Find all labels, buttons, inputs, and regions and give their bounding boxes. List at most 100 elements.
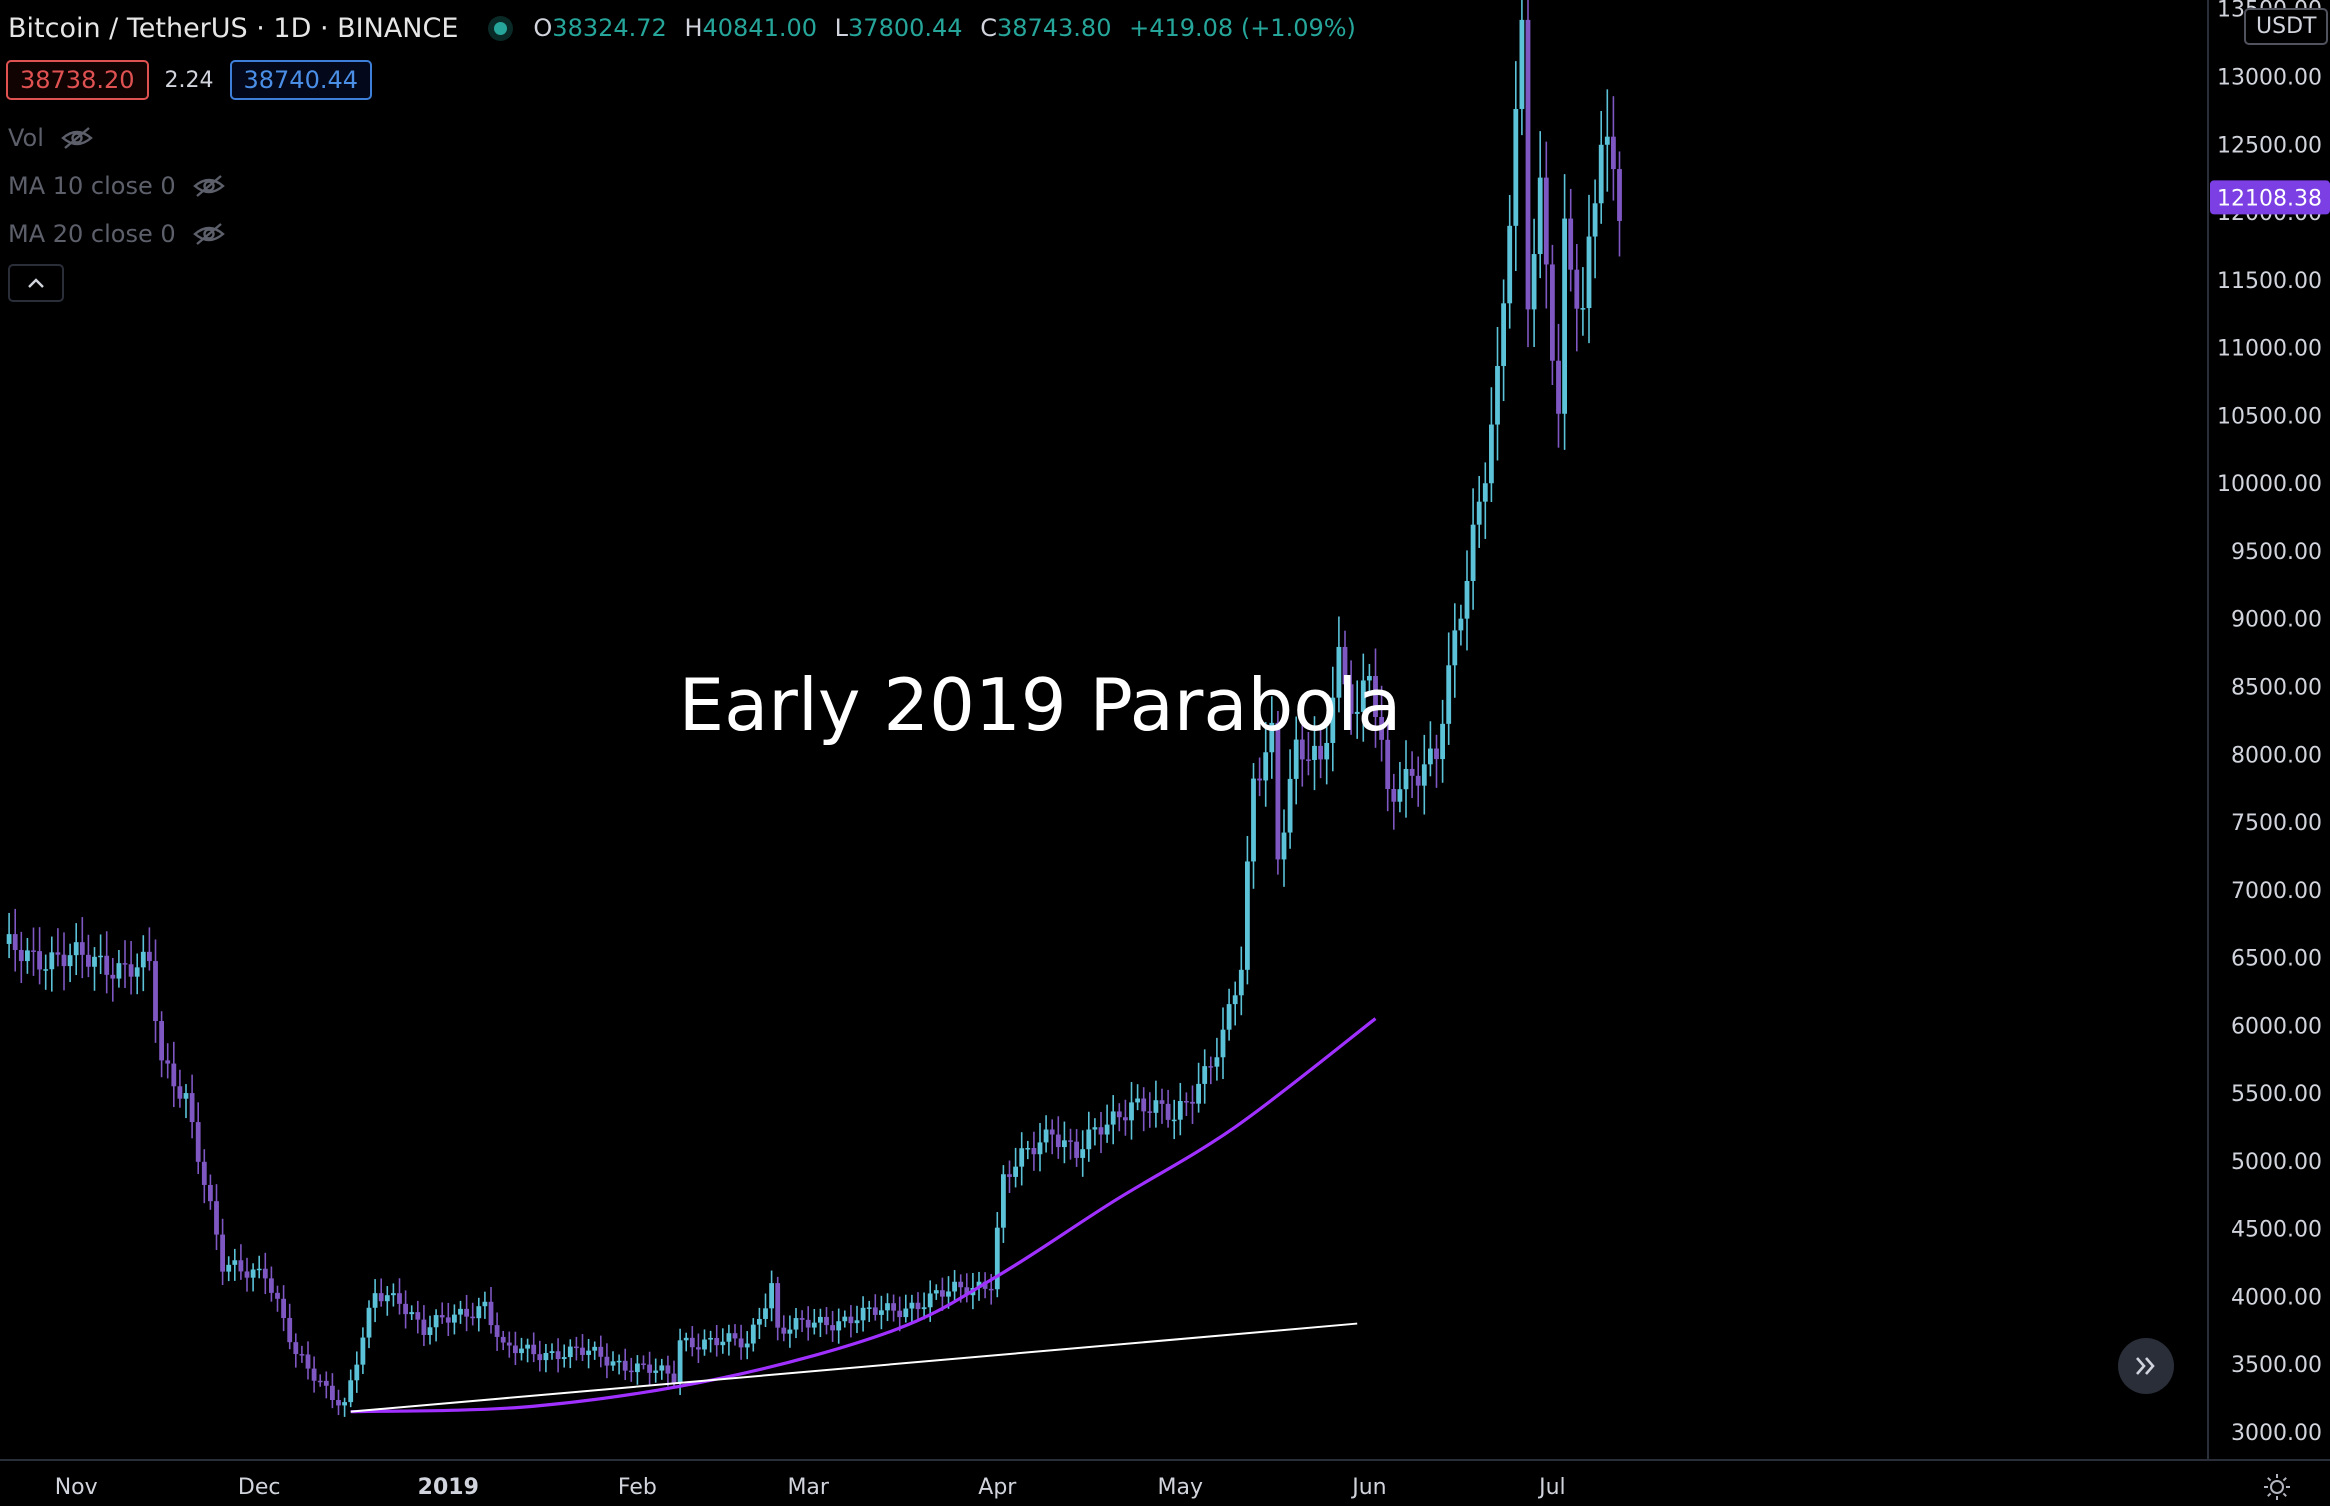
- candle-body: [214, 1201, 219, 1235]
- open-key: O: [533, 14, 553, 42]
- candle-body: [793, 1318, 799, 1330]
- candle-body: [208, 1184, 213, 1202]
- candle-body: [1598, 144, 1604, 204]
- price-tick-label: 6500.00: [2231, 947, 2322, 972]
- candle-body: [769, 1283, 774, 1309]
- candle-body: [1208, 1066, 1214, 1068]
- candle-body: [1434, 748, 1439, 760]
- candle-body: [305, 1354, 311, 1369]
- candle-body: [1312, 745, 1317, 760]
- candle-body: [1501, 303, 1506, 367]
- candle-body: [336, 1400, 341, 1406]
- eye-hidden-icon[interactable]: [60, 126, 94, 150]
- candle-body: [1123, 1117, 1128, 1121]
- candle-body: [1379, 716, 1384, 740]
- candle-body: [1354, 711, 1360, 714]
- candle-body: [281, 1298, 286, 1318]
- price-axis: 3000.00 3500.00 4000.00 4500.00 5000.00 5500.…: [2217, 0, 2322, 1446]
- support-trendline[interactable]: [350, 1322, 1358, 1413]
- candle-body: [635, 1363, 640, 1373]
- candle-body: [799, 1318, 805, 1320]
- candle-body: [37, 951, 42, 970]
- candle-body: [323, 1380, 329, 1386]
- price-tick-label: 7500.00: [2231, 811, 2322, 836]
- last-price-tag-box: [2210, 180, 2330, 215]
- candle-body: [1574, 269, 1580, 309]
- candle-body: [110, 974, 116, 979]
- candle-body: [250, 1269, 256, 1278]
- candle-body: [1275, 722, 1281, 860]
- candle-body: [927, 1293, 933, 1308]
- indicator-vol[interactable]: Vol: [8, 120, 94, 156]
- candle-body: [31, 950, 36, 952]
- candle-body: [1092, 1127, 1098, 1130]
- candle-body: [818, 1316, 823, 1323]
- candle-body: [433, 1315, 439, 1328]
- candle-body: [1165, 1103, 1171, 1120]
- candle-body: [1001, 1174, 1006, 1228]
- candle-body: [244, 1271, 250, 1278]
- candle-body: [360, 1337, 366, 1365]
- candle-body: [988, 1288, 994, 1291]
- candle-body: [439, 1315, 445, 1318]
- candle-body: [1238, 969, 1244, 996]
- candle-body: [1336, 646, 1342, 698]
- settings-icon[interactable]: [2262, 1472, 2292, 1502]
- change-value: +419.08 (+1.09%): [1129, 14, 1356, 42]
- indicator-ma10[interactable]: MA 10 close 0: [8, 168, 226, 204]
- candle-body: [61, 954, 67, 967]
- candle-body: [952, 1281, 957, 1292]
- candle-body: [98, 955, 103, 958]
- chart-annotation-text[interactable]: Early 2019 Parabola: [679, 663, 1402, 747]
- candle-body: [330, 1385, 335, 1401]
- symbol-title[interactable]: Bitcoin / TetherUS · 1D · BINANCE: [8, 12, 459, 44]
- candle-body: [702, 1339, 707, 1350]
- symbol-legend[interactable]: Bitcoin / TetherUS · 1D · BINANCE O38324…: [8, 8, 1356, 48]
- buy-price-button[interactable]: 38740.44: [229, 60, 373, 100]
- eye-hidden-icon[interactable]: [192, 174, 226, 198]
- currency-badge[interactable]: USDT: [2244, 8, 2329, 45]
- candle-body: [1116, 1111, 1122, 1118]
- sell-price-button[interactable]: 38738.20: [6, 60, 149, 100]
- bid-ask-row: 38738.20 2.24 38740.44: [6, 60, 373, 100]
- candle-body: [1556, 360, 1561, 414]
- candle-body: [555, 1351, 561, 1360]
- collapse-legend-button[interactable]: [8, 264, 64, 302]
- indicator-ma20[interactable]: MA 20 close 0: [8, 216, 226, 252]
- candle-body: [262, 1268, 268, 1279]
- candle-body: [1507, 225, 1513, 304]
- candle-body: [1025, 1148, 1031, 1150]
- candle-body: [122, 963, 128, 965]
- price-tick-label: 7000.00: [2231, 879, 2322, 904]
- candle-body: [1568, 218, 1574, 270]
- candle-body: [1080, 1149, 1086, 1158]
- price-tick-label: 9000.00: [2231, 608, 2322, 633]
- high-value: 40841.00: [702, 14, 818, 42]
- candle-body: [159, 1021, 164, 1061]
- candle-body: [1373, 676, 1378, 717]
- candle-body: [1141, 1098, 1147, 1112]
- open-value: 38324.72: [552, 14, 667, 42]
- eye-hidden-icon[interactable]: [192, 222, 226, 246]
- price-tick-label: 6000.00: [2231, 1014, 2322, 1039]
- candle-body: [73, 942, 79, 956]
- candle-body: [287, 1317, 293, 1343]
- candle-body: [1604, 136, 1610, 145]
- candle-body: [671, 1373, 677, 1383]
- scroll-to-realtime-button[interactable]: [2118, 1338, 2174, 1394]
- candle-body: [488, 1301, 494, 1326]
- candle-body: [1043, 1129, 1049, 1143]
- candle-body: [293, 1342, 299, 1355]
- price-tick-label: 4000.00: [2231, 1285, 2322, 1310]
- candle-body: [933, 1290, 939, 1294]
- parabola-curve[interactable]: [350, 1017, 1377, 1414]
- candle-body: [445, 1317, 451, 1323]
- candle-body: [25, 950, 30, 962]
- candle-body: [1586, 236, 1592, 309]
- candle-body: [567, 1346, 573, 1358]
- candle-body: [994, 1227, 1000, 1290]
- candle-body: [866, 1307, 872, 1309]
- candle-body: [1220, 1029, 1226, 1058]
